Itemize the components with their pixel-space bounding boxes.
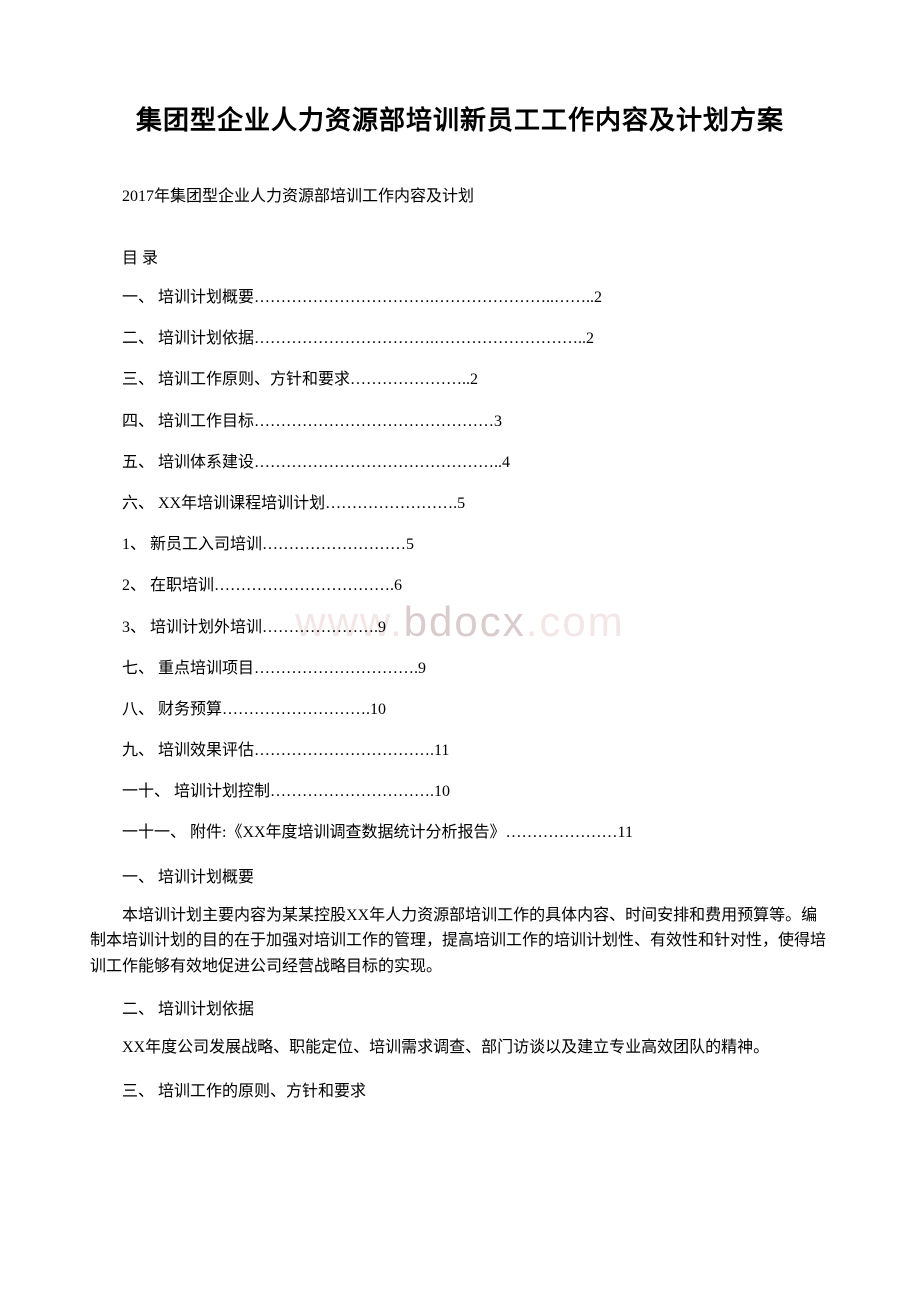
toc-item: 一十一、 附件:《XX年度培训调查数据统计分析报告》…………………11 [90, 821, 830, 844]
toc-item: 三、 培训工作原则、方针和要求…………………..2 [90, 368, 830, 391]
toc-item: 六、 XX年培训课程培训计划…………………….5 [90, 492, 830, 515]
toc-item: 二、 培训计划依据…………………………….………………………..2 [90, 327, 830, 350]
section-heading-2: 二、 培训计划依据 [90, 995, 830, 1019]
toc-item: 1、 新员工入司培训………………………5 [90, 533, 830, 556]
document-content: 集团型企业人力资源部培训新员工工作内容及计划方案 2017年集团型企业人力资源部… [90, 100, 830, 1101]
section-body-1: 本培训计划主要内容为某某控股XX年人力资源部培训工作的具体内容、时间安排和费用预… [90, 903, 830, 980]
section-heading-3: 三、 培训工作的原则、方针和要求 [90, 1077, 830, 1101]
toc-item: 四、 培训工作目标………………………………………3 [90, 410, 830, 433]
toc-item: 3、 培训计划外培训………………….9 [90, 616, 830, 639]
toc-item: 五、 培训体系建设………………………………………..4 [90, 451, 830, 474]
document-subtitle: 2017年集团型企业人力资源部培训工作内容及计划 [90, 182, 830, 206]
toc-item: 一十、 培训计划控制………………………….10 [90, 780, 830, 803]
toc-item: 2、 在职培训…………………………….6 [90, 574, 830, 597]
toc-item: 七、 重点培训项目………………………….9 [90, 657, 830, 680]
section-heading-1: 一、 培训计划概要 [90, 863, 830, 887]
toc-item: 八、 财务预算……………………….10 [90, 698, 830, 721]
document-title: 集团型企业人力资源部培训新员工工作内容及计划方案 [90, 100, 830, 137]
toc-item: 一、 培训计划概要…………………………….…………………..……..2 [90, 286, 830, 309]
toc-item: 九、 培训效果评估…………………………….11 [90, 739, 830, 762]
section-body-2: XX年度公司发展战略、职能定位、培训需求调查、部门访谈以及建立专业高效团队的精神… [90, 1035, 830, 1061]
toc-heading: 目 录 [90, 244, 830, 268]
